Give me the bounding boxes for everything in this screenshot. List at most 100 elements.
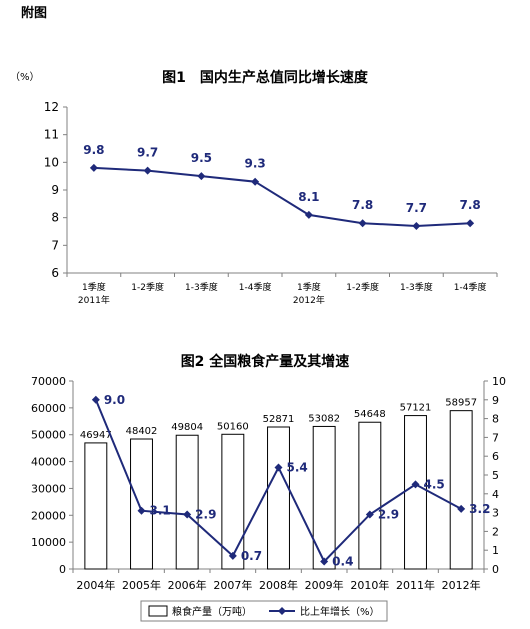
chart2-title: 图2 全国粮食产量及其增速: [181, 353, 350, 370]
chart2-bar-label: 57121: [400, 403, 432, 414]
chart2-growth-point: [228, 551, 237, 560]
chart2-x-tick-label: 2011年: [396, 578, 435, 592]
chart1-point: [197, 172, 206, 181]
chart1-x-tick-label: 1-2季度: [131, 281, 164, 293]
chart1-data-label: 9.5: [191, 151, 212, 165]
chart2-bar-label: 49804: [171, 422, 203, 433]
chart2-x-tick-label: 2006年: [168, 578, 207, 592]
chart2-bar-label: 48402: [126, 426, 158, 437]
chart2-bar-label: 54648: [354, 409, 386, 420]
chart2-x-tick-label: 2008年: [259, 578, 298, 592]
chart2-bar-label: 50160: [217, 421, 249, 432]
chart2-left-tick-label: 10000: [31, 536, 66, 549]
chart1-point: [466, 219, 475, 228]
chart2-bar: [175, 434, 199, 570]
chart1-x-tick-label: 1-3季度: [400, 281, 433, 293]
chart2-right-tick-label: 2: [492, 525, 499, 538]
chart2-legend-bar-label: 粮食产量（万吨）: [172, 605, 252, 618]
chart2-axes: 0100002000030000400005000060000700000123…: [31, 375, 506, 592]
chart2-growth-label: 3.1: [150, 504, 171, 518]
chart1-point: [358, 219, 367, 228]
chart1-data-label: 9.8: [83, 143, 104, 157]
chart1-y-tick-label: 9: [51, 183, 59, 197]
chart2-x-tick-label: 2012年: [442, 578, 481, 592]
chart2-left-tick-label: 60000: [31, 402, 66, 415]
chart2-bar: [449, 410, 473, 570]
chart2-growth-point: [365, 510, 374, 519]
chart2-growth-label: 0.4: [332, 554, 353, 568]
chart2-bar-label: 53082: [308, 413, 340, 424]
chart1-series-line: [93, 166, 471, 227]
chart2-x-tick-label: 2004年: [76, 578, 115, 592]
chart1-y-tick-label: 7: [51, 238, 59, 252]
chart1-y-tick-label: 10: [44, 155, 59, 169]
chart2-left-tick-label: 30000: [31, 482, 66, 495]
chart2-growth-point: [91, 395, 100, 404]
chart2-bar: [130, 438, 153, 570]
chart2-growth-label: 2.9: [378, 507, 399, 521]
chart2-left-tick-label: 20000: [31, 509, 66, 522]
chart1-data-label: 7.7: [406, 201, 427, 215]
chart1-title: 图1 国内生产总值同比增长速度: [162, 69, 369, 86]
chart2-bar-label: 58957: [445, 398, 477, 409]
chart1-data-label: 8.1: [298, 190, 319, 204]
chart2-right-tick-label: 6: [492, 450, 499, 463]
chart2-growth-point: [411, 480, 420, 489]
page-header: 附图: [21, 6, 48, 21]
chart1-point: [304, 210, 313, 219]
chart1-y-tick-label: 8: [51, 211, 59, 225]
chart1-unit-label: （%）: [10, 71, 40, 83]
chart1-x-tick-label: 1-4季度: [454, 281, 487, 293]
chart1-y-tick-label: 6: [51, 266, 59, 280]
chart2-right-tick-label: 8: [492, 413, 499, 426]
chart1-point: [89, 163, 98, 172]
chart2-bar: [84, 442, 108, 570]
chart1-year-label: 2012年: [293, 294, 325, 306]
chart1-x-tick-label: 1-3季度: [185, 281, 218, 293]
chart1-x-tick-label: 1季度: [82, 281, 106, 293]
chart2-left-tick-label: 70000: [31, 375, 66, 388]
chart2-right-tick-label: 9: [492, 394, 499, 407]
gdp-growth-chart: 图1 国内生产总值同比增长速度 （%） 6 7 8 9 10 11 12 1季度 1-2季度 1-…: [10, 69, 498, 306]
chart1-data-label: 7.8: [459, 198, 480, 212]
chart2-growth-point: [137, 506, 146, 515]
chart2-right-tick-label: 7: [492, 431, 499, 444]
chart2-growth-line: 9.0 3.1 2.9 0.7 5.4 0.4 2.9 4.5 3.2: [91, 393, 490, 568]
chart1-y-tick-label: 12: [44, 100, 59, 114]
chart1-data-label: 9.3: [244, 157, 265, 171]
chart2-legend-box: [140, 600, 388, 622]
chart1-axes: 6 7 8 9 10 11 12 1季度 1-2季度 1-3季度 1-4季度 1季度 1-2季度 1-3季…: [44, 100, 498, 306]
chart2-bars: 46947 48402 49804 50160 52871 53082 54648 57121…: [80, 398, 477, 570]
chart2-legend-line-marker: [278, 607, 286, 615]
chart2-right-tick-label: 1: [492, 544, 499, 557]
chart1-year-label: 2011年: [78, 294, 110, 306]
chart2-growth-point: [457, 504, 466, 513]
chart2-legend-bar-swatch: [148, 605, 168, 617]
chart2-x-tick-label: 2009年: [305, 578, 344, 592]
chart2-x-tick-label: 2007年: [213, 578, 252, 592]
chart2-growth-label: 2.9: [195, 507, 216, 521]
chart2-growth-point: [274, 463, 283, 472]
chart2-x-tick-label: 2005年: [122, 578, 161, 592]
chart2-bar: [312, 425, 336, 570]
chart2-bar: [267, 426, 290, 570]
chart2-growth-label: 4.5: [424, 477, 445, 491]
chart2-bar: [358, 421, 382, 570]
chart2-right-tick-label: 3: [492, 507, 499, 520]
chart1-x-tick-label: 1-4季度: [239, 281, 272, 293]
chart1-x-tick-label: 1-2季度: [346, 281, 379, 293]
grain-output-chart: 图2 全国粮食产量及其增速 0 10000 20000 30000 40000 50000…: [31, 353, 506, 622]
chart2-left-tick-label: 0: [59, 563, 66, 576]
chart1-data-label: 9.7: [137, 146, 158, 160]
chart2-right-tick-label: 5: [492, 469, 499, 482]
chart2-left-tick-label: 50000: [31, 429, 66, 442]
chart2-growth-label: 5.4: [287, 460, 308, 474]
chart2-growth-label: 0.7: [241, 549, 262, 563]
chart2-growth-label: 9.0: [104, 393, 125, 407]
chart2-bar-label: 52871: [263, 414, 295, 425]
chart2-left-tick-label: 40000: [31, 456, 66, 469]
chart1-series: 9.8 9.7 9.5 9.3 8.1 7.8 7.7 7.8: [83, 143, 481, 230]
chart2-growth-point: [183, 510, 192, 519]
chart1-point: [412, 221, 421, 230]
